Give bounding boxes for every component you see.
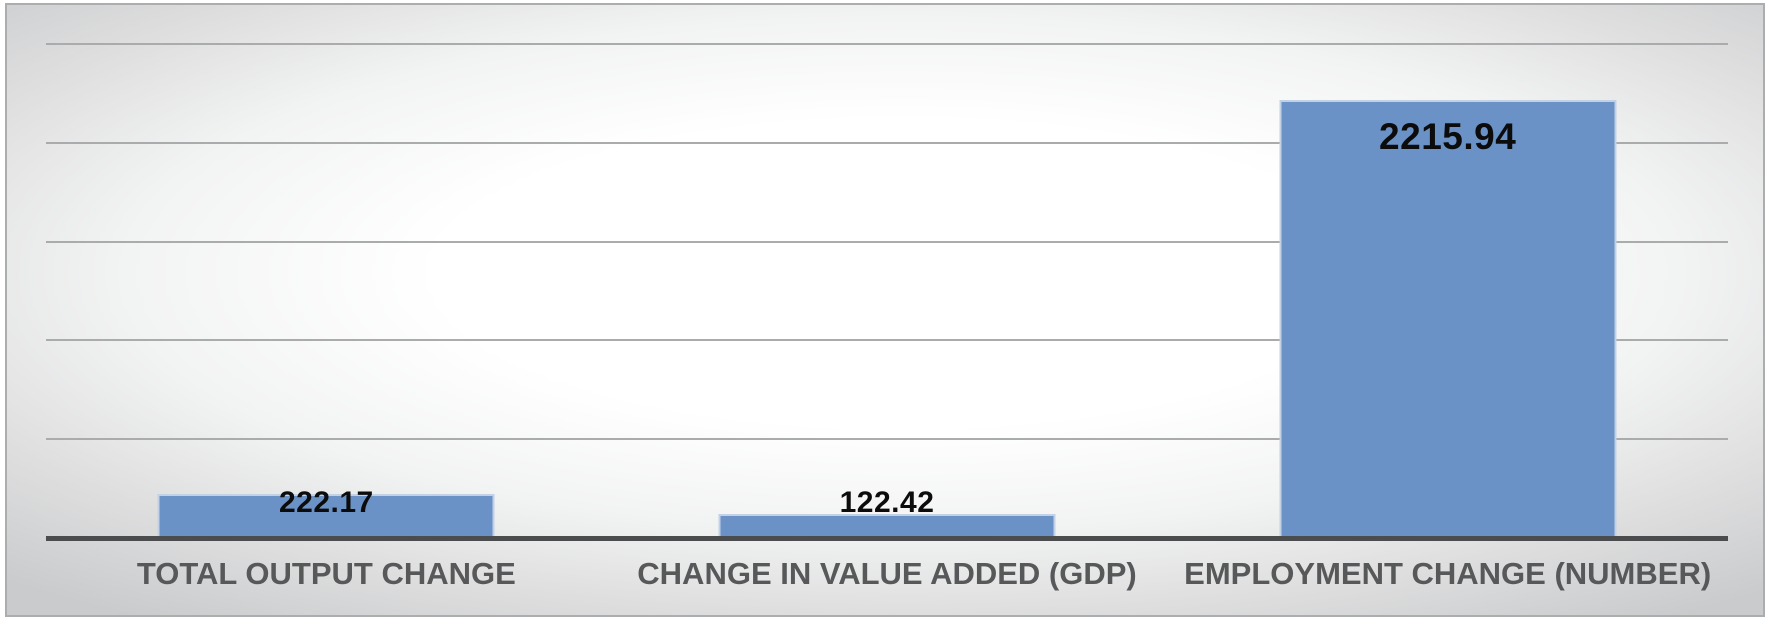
bar [718, 514, 1056, 538]
category-label: TOTAL OUTPUT CHANGE [136, 556, 516, 591]
value-label: 122.42 [839, 486, 935, 519]
x-axis-line [46, 536, 1728, 541]
gridline [46, 43, 1728, 45]
gridline [46, 142, 1728, 144]
gridline [46, 241, 1728, 243]
category-label: EMPLOYMENT CHANGE (NUMBER) [1184, 556, 1712, 591]
bars-row: 222.17 122.42 2215.94 [46, 44, 1728, 538]
bar-slot: 2215.94 [1167, 44, 1728, 538]
chart-area: 222.17 122.42 2215.94 TOTAL OUTPUT CHANGE C… [5, 3, 1765, 617]
gridline [46, 339, 1728, 341]
value-label: 222.17 [278, 486, 374, 519]
gridline [46, 438, 1728, 440]
bar-slot: 122.42 [607, 44, 1168, 538]
bar [1279, 100, 1617, 538]
bar [157, 494, 495, 538]
category-axis-labels: TOTAL OUTPUT CHANGE CHANGE IN VALUE ADDED… [46, 555, 1728, 593]
category-label: CHANGE IN VALUE ADDED (GDP) [637, 556, 1137, 591]
plot-area: 222.17 122.42 2215.94 [46, 43, 1728, 541]
value-label: 2215.94 [1379, 116, 1517, 157]
bar-slot: 222.17 [46, 44, 607, 538]
